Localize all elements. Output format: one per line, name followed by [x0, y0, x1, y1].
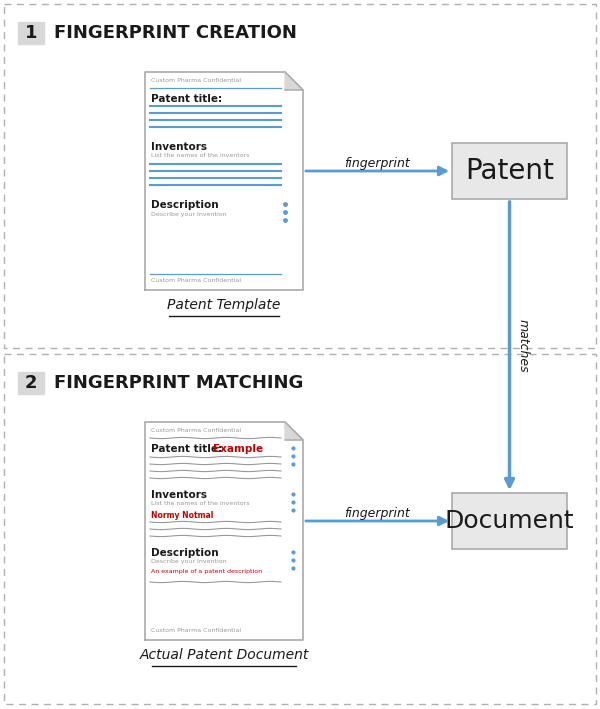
Text: Custom Pharma Confidential: Custom Pharma Confidential	[151, 628, 241, 633]
Text: 1: 1	[25, 24, 37, 42]
Text: matches: matches	[517, 319, 530, 373]
Text: FINGERPRINT CREATION: FINGERPRINT CREATION	[54, 24, 297, 42]
Text: Description: Description	[151, 200, 218, 210]
Text: Actual Patent Document: Actual Patent Document	[139, 648, 308, 662]
Text: List the names of the inventors: List the names of the inventors	[151, 153, 250, 158]
Text: FINGERPRINT MATCHING: FINGERPRINT MATCHING	[54, 374, 304, 392]
FancyBboxPatch shape	[452, 143, 567, 199]
Bar	[4, 4, 596, 348]
Text: Custom Pharma Confidential: Custom Pharma Confidential	[151, 428, 241, 433]
Bar	[4, 354, 596, 704]
Text: fingerprint: fingerprint	[344, 507, 410, 520]
Text: Inventors: Inventors	[151, 142, 207, 152]
Text: Patent title:: Patent title:	[151, 444, 226, 454]
Text: fingerprint: fingerprint	[344, 157, 410, 170]
Polygon shape	[285, 72, 303, 90]
FancyBboxPatch shape	[452, 493, 567, 549]
Polygon shape	[145, 72, 303, 290]
Text: An example of a patent description: An example of a patent description	[151, 569, 262, 574]
Text: Example: Example	[213, 444, 263, 454]
Text: Normy Notmal: Normy Notmal	[151, 511, 214, 520]
Polygon shape	[145, 422, 303, 640]
Text: Custom Pharma Confidential: Custom Pharma Confidential	[151, 78, 241, 83]
Text: 2: 2	[25, 374, 37, 392]
Text: Describe your Invention: Describe your Invention	[151, 559, 227, 564]
Text: Document: Document	[445, 509, 574, 533]
Text: Describe your Invention: Describe your Invention	[151, 212, 227, 217]
Text: List the names of the inventors: List the names of the inventors	[151, 501, 250, 506]
Text: Description: Description	[151, 548, 218, 558]
Text: Patent: Patent	[465, 157, 554, 185]
Text: Custom Pharma Confidential: Custom Pharma Confidential	[151, 278, 241, 283]
FancyBboxPatch shape	[18, 22, 44, 44]
Text: Inventors: Inventors	[151, 490, 207, 500]
Text: Patent Template: Patent Template	[167, 298, 281, 312]
Polygon shape	[285, 422, 303, 440]
FancyBboxPatch shape	[18, 372, 44, 394]
Text: Patent title:: Patent title:	[151, 94, 222, 104]
